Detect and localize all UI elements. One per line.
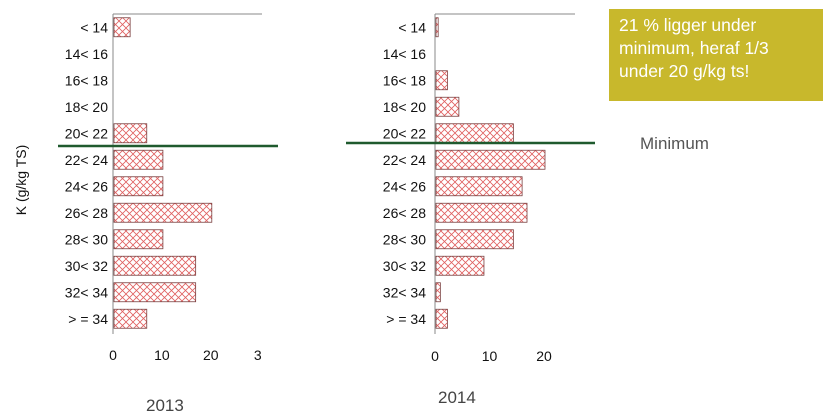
bar	[435, 96, 460, 117]
x-tick-label: 20	[203, 347, 219, 363]
callout-line-3: under 20 g/kg ts!	[619, 61, 750, 81]
category-label: 30< 32	[65, 258, 108, 274]
category-label: 20< 22	[383, 125, 426, 141]
category-label: 14< 16	[65, 46, 108, 62]
category-label: 22< 24	[383, 152, 426, 168]
category-label: < 14	[398, 19, 426, 35]
bar	[435, 229, 514, 250]
minimum-lines	[58, 141, 595, 148]
category-label: 18< 20	[65, 99, 108, 115]
bar	[113, 308, 148, 329]
annotation-callout: 21 % ligger under minimum, heraf 1/3 und…	[609, 9, 823, 101]
bar	[435, 202, 528, 223]
bar	[435, 255, 485, 276]
callout-line-2: minimum, heraf 1/3	[619, 38, 769, 58]
category-label: 14< 16	[383, 46, 426, 62]
category-label: > = 34	[386, 311, 426, 327]
category-label: 24< 26	[65, 178, 108, 194]
category-label: 24< 26	[383, 178, 426, 194]
category-label: 26< 28	[383, 205, 426, 221]
chart-panel-2013: < 14 14< 16 16< 18 18< 20 20< 22 22< 24 24< 26…	[13, 13, 262, 363]
panel-year-2013: 2013	[146, 396, 184, 415]
category-label: 32< 34	[383, 284, 426, 300]
bar	[113, 176, 164, 197]
category-label: 16< 18	[65, 72, 108, 88]
bar	[435, 282, 441, 303]
category-label: 20< 22	[65, 125, 108, 141]
bar	[435, 17, 439, 38]
category-label: 22< 24	[65, 152, 108, 168]
category-label: 32< 34	[65, 284, 108, 300]
bar	[435, 149, 546, 170]
category-label: > = 34	[68, 311, 108, 327]
callout-line-1: 21 % ligger under	[619, 15, 757, 35]
bar	[435, 70, 448, 91]
x-tick-label: 0	[109, 347, 117, 363]
category-label: 18< 20	[383, 99, 426, 115]
bar	[435, 123, 514, 144]
x-tick-label: 10	[482, 348, 498, 364]
bar	[113, 229, 164, 250]
bar	[113, 17, 131, 38]
category-label: 28< 30	[383, 231, 426, 247]
bar	[435, 308, 448, 329]
bar	[113, 149, 164, 170]
x-tick-label: 10	[154, 347, 170, 363]
panel-year-2014: 2014	[438, 388, 476, 407]
category-label: 28< 30	[65, 231, 108, 247]
category-label: 16< 18	[383, 72, 426, 88]
bar	[113, 123, 148, 144]
category-label: < 14	[80, 19, 108, 35]
category-label: 30< 32	[383, 258, 426, 274]
bar	[435, 176, 523, 197]
x-tick-label: 20	[536, 348, 552, 364]
bar	[113, 282, 197, 303]
bar	[113, 255, 197, 276]
chart-panel-2014: < 14 14< 16 16< 18 18< 20 20< 22 22< 24 24< 26…	[383, 13, 575, 364]
x-tick-label: 3	[254, 347, 262, 363]
category-label: 26< 28	[65, 205, 108, 221]
minimum-label: Minimum	[640, 134, 709, 153]
x-tick-label: 0	[431, 348, 439, 364]
bar	[113, 202, 213, 223]
y-axis-label: K (g/kg TS)	[13, 145, 29, 216]
